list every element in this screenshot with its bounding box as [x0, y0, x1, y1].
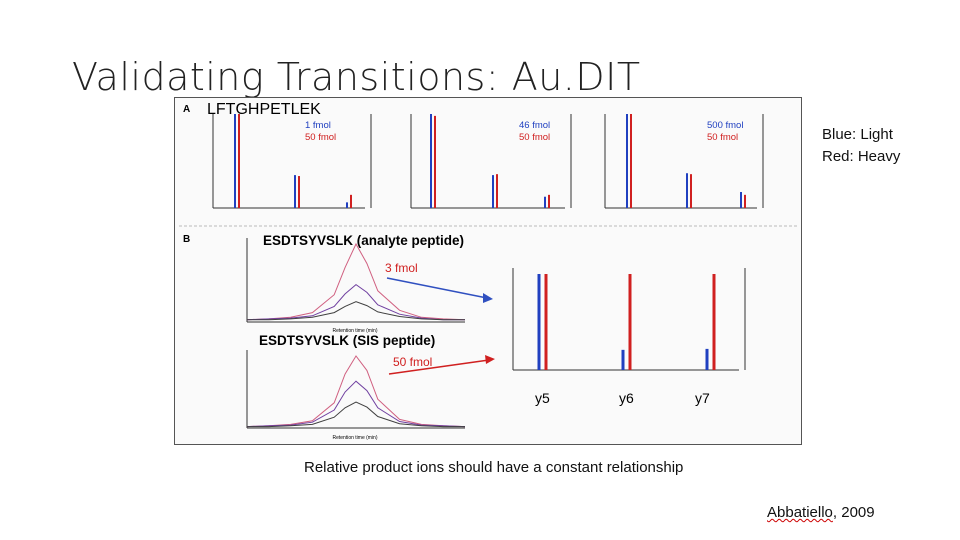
- arrow-50fmol-head: [485, 355, 495, 364]
- panel-a-chart-3: 500 fmol 50 fmol: [604, 114, 764, 209]
- panel-b-chromatograms: ESDTSYVSLK (analyte peptide) Retention t…: [246, 233, 495, 441]
- amount-3fmol-label: 3 fmol: [385, 261, 418, 275]
- chromatogram-1-trace-2: [246, 283, 465, 321]
- figure-panel: A B LFTGHPETLEK 1 fmol 50 fmol 46 fmol 5…: [174, 97, 802, 445]
- panel-a-chart-1: 1 fmol 50 fmol: [212, 114, 372, 209]
- chromatogram-1-trace-1: [246, 242, 466, 321]
- citation: Abbatiello, 2009: [767, 504, 875, 521]
- ion-label-y7: y7: [695, 390, 710, 406]
- panel-a3-legend-2: 50 fmol: [707, 132, 738, 143]
- chrom-2-x-label: Retention time (min): [332, 435, 377, 441]
- panel-a-label: A: [183, 104, 190, 115]
- figure-caption: Relative product ions should have a cons…: [304, 459, 684, 476]
- arrow-50fmol: [388, 359, 490, 375]
- chart-marks: [234, 114, 746, 428]
- peptide-a-name: LFTGHPETLEK: [207, 101, 321, 118]
- panel-a-charts: 1 fmol 50 fmol 46 fmol 50 fmol 500 fmol …: [212, 114, 764, 209]
- arrow-3fmol-head: [483, 293, 493, 303]
- color-legend-note: Blue: Light Red: Heavy: [822, 124, 900, 168]
- arrow-3fmol: [386, 277, 488, 299]
- citation-author: Abbatiello: [767, 504, 833, 521]
- amount-50fmol-label: 50 fmol: [393, 355, 432, 369]
- chromatogram-2-trace-3: [247, 401, 465, 428]
- ion-label-y5: y5: [535, 390, 550, 406]
- ion-label-y6: y6: [619, 390, 634, 406]
- panel-a3-legend-1: 500 fmol: [707, 120, 743, 131]
- panel-a-chart-2: 46 fmol 50 fmol: [410, 114, 572, 209]
- peptide-b-analyte: ESDTSYVSLK (analyte peptide): [263, 233, 464, 248]
- panel-b-ion-chart: y5 y6 y7: [512, 268, 746, 406]
- legend-light-text: Blue: Light: [822, 126, 893, 143]
- panel-a2-legend-2: 50 fmol: [519, 132, 550, 143]
- peptide-b-sis: ESDTSYVSLK (SIS peptide): [259, 333, 435, 348]
- legend-heavy-text: Red: Heavy: [822, 148, 901, 165]
- figure-svg: A B LFTGHPETLEK 1 fmol 50 fmol 46 fmol 5…: [179, 101, 799, 441]
- chrom-1-x-label: Retention time (min): [332, 328, 377, 334]
- citation-year: , 2009: [832, 504, 875, 521]
- panel-a2-legend-1: 46 fmol: [519, 120, 550, 131]
- chromatogram-2-trace-1: [246, 355, 466, 428]
- panel-a1-legend-2: 50 fmol: [305, 132, 336, 143]
- chromatogram-2-trace-2: [246, 380, 466, 428]
- chromatogram-1-trace-3: [247, 301, 465, 321]
- slide-title: Validating Transitions: Au.DIT: [72, 55, 641, 99]
- panel-a1-legend-1: 1 fmol: [305, 120, 331, 131]
- panel-b-label: B: [183, 234, 190, 245]
